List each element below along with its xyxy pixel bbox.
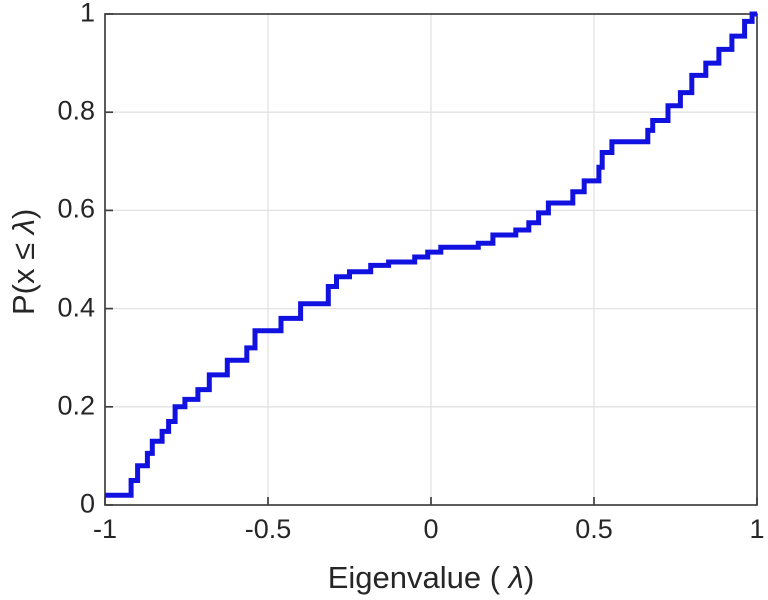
grid-lines: [105, 14, 757, 505]
y-tick-label: 0.8: [57, 95, 95, 126]
y-tick-label: 0.6: [57, 193, 95, 224]
x-axis-label: Eigenvalue ( λ): [328, 560, 535, 596]
x-tick-label: 0: [423, 514, 439, 544]
y-tick-label: 1: [79, 0, 95, 28]
ecdf-step-line: [105, 11, 757, 498]
y-axis-label-text: P(x ≤: [6, 234, 41, 316]
x-tick-label: -0.5: [244, 514, 292, 544]
y-tick-label: 0.2: [57, 390, 95, 421]
y-axis-lambda: λ: [6, 219, 41, 235]
x-axis-label-close: ): [523, 560, 535, 595]
tick-marks: [104, 13, 758, 506]
y-axis-label: P(x ≤ λ): [6, 209, 42, 315]
y-tick-label: 0: [79, 488, 95, 519]
x-tick-label: 0.5: [575, 514, 613, 544]
x-axis-lambda: λ: [508, 560, 524, 595]
x-tick-label: 1: [749, 514, 765, 544]
x-axis-label-text: Eigenvalue (: [327, 560, 509, 595]
y-axis-label-close: ): [6, 208, 41, 220]
y-tick-label: 0.4: [57, 291, 95, 322]
x-tick-label: -1: [92, 514, 118, 544]
